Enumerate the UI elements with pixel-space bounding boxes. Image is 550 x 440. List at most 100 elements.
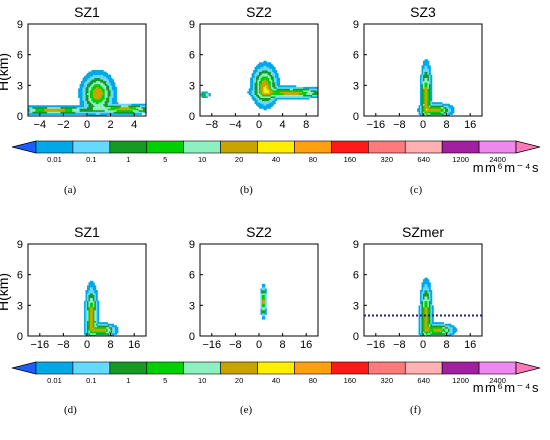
field-cell: [421, 291, 424, 294]
field-cell: [264, 288, 267, 291]
field-cell: [85, 96, 88, 98]
field-cell: [428, 282, 431, 285]
field-cell: [107, 76, 110, 79]
field-cell: [247, 91, 250, 94]
field-cell: [424, 60, 427, 63]
field-cell: [421, 282, 424, 285]
field-cell: [94, 71, 97, 74]
field-cell: [260, 296, 263, 299]
field-cell: [87, 82, 89, 85]
field-cell: [266, 99, 269, 102]
field-cell: [113, 106, 116, 109]
field-cell: [95, 97, 98, 100]
field-cell: [92, 306, 95, 309]
field-cell: [89, 320, 92, 323]
field-cell: [427, 303, 430, 306]
field-cell: [248, 89, 251, 92]
field-cell: [100, 94, 103, 97]
field-cell: [92, 102, 95, 105]
field-cell: [448, 332, 450, 335]
field-cell: [101, 106, 104, 109]
field-cell: [106, 111, 109, 114]
field-cell: [256, 77, 258, 80]
field-cell: [138, 105, 141, 108]
field-cell: [30, 106, 33, 109]
field-cell: [85, 329, 88, 332]
field-cell: [101, 85, 104, 88]
field-cell: [115, 106, 117, 109]
field-cell: [91, 294, 94, 297]
field-cell: [28, 106, 30, 109]
field-cell: [272, 76, 275, 79]
field-cell: [263, 293, 266, 295]
field-cell: [92, 305, 95, 308]
field-cell: [260, 62, 263, 65]
field-cell: [100, 323, 103, 326]
field-cell: [295, 96, 298, 98]
field-cell: [259, 91, 261, 94]
field-cell: [95, 70, 98, 72]
field-cell: [269, 76, 272, 79]
field-cell: [30, 105, 33, 108]
field-cell: [78, 105, 81, 108]
field-cell: [427, 320, 430, 323]
field-cell: [423, 85, 425, 88]
field-cell: [95, 82, 98, 85]
field-cell: [89, 317, 92, 320]
field-cell: [259, 76, 261, 79]
field-cell: [309, 88, 312, 91]
field-cell: [135, 105, 138, 108]
field-cell: [425, 85, 428, 88]
field-cell: [33, 112, 36, 115]
field-cell: [79, 93, 82, 95]
field-cell: [439, 331, 442, 334]
field-cell: [256, 80, 258, 83]
y-axis-label: H(km): [0, 273, 11, 311]
field-cell: [267, 74, 270, 77]
field-cell: [418, 320, 421, 323]
field-cell: [104, 329, 107, 332]
field-cell: [88, 85, 91, 88]
field-cell: [269, 63, 272, 66]
field-cell: [98, 106, 101, 109]
field-cell: [266, 74, 269, 77]
field-cell: [70, 111, 73, 114]
field-cell: [423, 291, 425, 294]
field-cell: [109, 77, 112, 80]
field-cell: [201, 96, 204, 98]
field-cell: [95, 329, 98, 332]
field-cell: [79, 96, 82, 98]
field-cell: [430, 114, 433, 117]
field-cell: [109, 105, 112, 108]
field-cell: [439, 105, 442, 108]
field-cell: [263, 66, 266, 69]
field-cell: [84, 323, 86, 326]
field-cell: [131, 105, 134, 108]
field-cell: [100, 112, 103, 115]
field-cell: [424, 325, 427, 328]
field-cell: [266, 63, 269, 66]
field-cell: [430, 80, 433, 83]
field-cell: [272, 65, 275, 68]
field-cell: [425, 114, 428, 117]
field-cell: [88, 332, 91, 335]
field-cell: [421, 296, 424, 299]
field-cell: [115, 94, 117, 97]
field-cell: [88, 328, 91, 331]
colorbar-label: 0.01: [47, 155, 62, 164]
field-cell: [425, 308, 428, 311]
field-cell: [109, 106, 112, 109]
field-cell: [424, 109, 427, 112]
field-cell: [294, 94, 297, 97]
field-cell: [421, 332, 424, 335]
field-cell: [107, 93, 110, 95]
field-cell: [106, 94, 109, 97]
field-cell: [33, 108, 36, 111]
field-cell: [104, 111, 107, 114]
field-cell: [313, 93, 316, 95]
field-cell: [103, 83, 106, 86]
field-cell: [275, 96, 278, 98]
field-cell: [440, 329, 443, 332]
field-cell: [112, 325, 114, 328]
field-cell: [424, 294, 427, 297]
